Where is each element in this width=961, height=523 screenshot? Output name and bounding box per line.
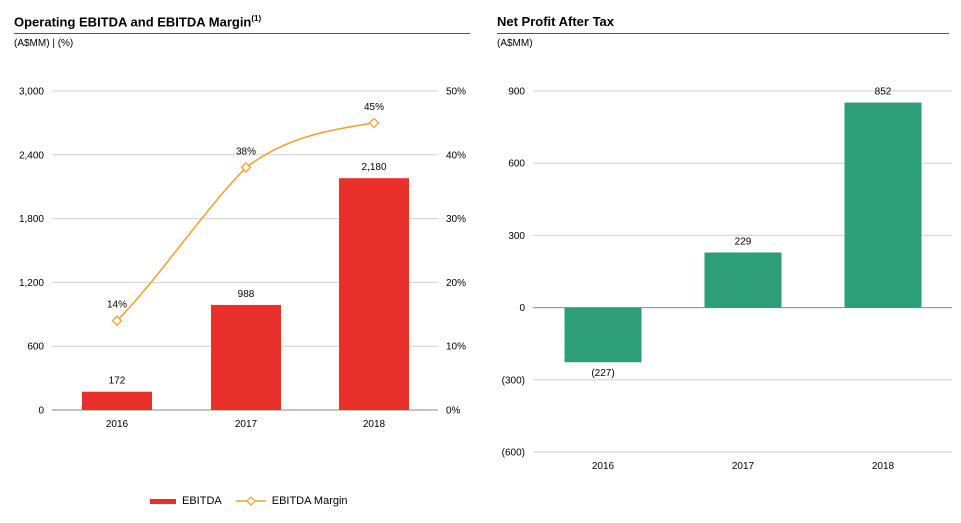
ebitda-data-label: 988 bbox=[238, 289, 255, 300]
ebitda-xtick-label: 2018 bbox=[363, 419, 386, 430]
ebitda-data-label: 2,180 bbox=[361, 162, 386, 173]
ebitda-chart-subtitle: (A$MM) | (%) bbox=[14, 38, 74, 49]
ebitda-ytick-label: 2,400 bbox=[19, 150, 44, 161]
margin-ytick-label: 40% bbox=[446, 150, 466, 161]
ebitda-ytick-label: 1,200 bbox=[19, 278, 44, 289]
ebitda-bar bbox=[339, 178, 409, 410]
ebitda-xtick-label: 2017 bbox=[235, 419, 258, 430]
legend-swatch-ebitda bbox=[150, 498, 176, 504]
npat-data-label: 852 bbox=[875, 87, 892, 98]
margin-ytick-label: 20% bbox=[446, 278, 466, 289]
ebitda-chart-title: Operating EBITDA and EBITDA Margin(1) bbox=[14, 14, 261, 29]
npat-ytick-label: (600) bbox=[502, 448, 525, 459]
margin-marker bbox=[368, 117, 380, 129]
npat-ytick-label: 300 bbox=[508, 231, 525, 242]
ebitda-bar bbox=[82, 391, 152, 410]
legend-label-ebitda: EBITDA bbox=[182, 495, 222, 507]
npat-bar bbox=[844, 102, 922, 308]
margin-marker bbox=[240, 162, 252, 173]
ebitda-data-label: 172 bbox=[109, 376, 126, 387]
npat-chart-subtitle: (A$MM) bbox=[497, 38, 533, 49]
ebitda-xtick-label: 2016 bbox=[106, 419, 129, 430]
npat-ytick-label: 0 bbox=[519, 303, 525, 314]
ebitda-legend: EBITDA EBITDA Margin bbox=[150, 495, 362, 507]
npat-chart-title: Net Profit After Tax bbox=[497, 14, 615, 29]
margin-line bbox=[116, 122, 375, 322]
ebitda-title-footnote: (1) bbox=[251, 14, 262, 23]
ebitda-ytick-label: 3,000 bbox=[19, 87, 44, 98]
legend-item-margin: EBITDA Margin bbox=[235, 495, 348, 507]
npat-bar bbox=[704, 252, 782, 308]
npat-xtick-label: 2018 bbox=[872, 461, 895, 472]
npat-xtick-label: 2017 bbox=[732, 461, 755, 472]
ebitda-ytick-label: 600 bbox=[27, 342, 44, 353]
npat-data-label: (227) bbox=[591, 368, 614, 379]
ebitda-ytick-label: 1,800 bbox=[19, 214, 44, 225]
legend-swatch-margin bbox=[235, 496, 266, 506]
ebitda-bar bbox=[211, 304, 281, 410]
ebitda-title-rule bbox=[14, 33, 470, 34]
margin-ytick-label: 50% bbox=[446, 87, 466, 98]
ebitda-ytick-label: 0 bbox=[38, 406, 44, 417]
npat-title-rule bbox=[497, 33, 949, 34]
margin-ytick-label: 30% bbox=[446, 214, 466, 225]
margin-ytick-label: 10% bbox=[446, 342, 466, 353]
margin-marker bbox=[111, 315, 123, 327]
legend-label-margin: EBITDA Margin bbox=[271, 495, 348, 507]
margin-data-label: 45% bbox=[364, 102, 384, 113]
npat-ytick-label: 600 bbox=[508, 159, 525, 170]
ebitda-chart-title-text: Operating EBITDA and EBITDA Margin bbox=[14, 14, 252, 30]
npat-bar bbox=[564, 307, 642, 363]
npat-ytick-label: (300) bbox=[502, 375, 525, 386]
margin-data-label: 38% bbox=[236, 147, 256, 158]
margin-ytick-label: 0% bbox=[446, 406, 461, 417]
npat-ytick-label: 900 bbox=[508, 87, 525, 98]
npat-xtick-label: 2016 bbox=[592, 461, 615, 472]
legend-item-ebitda: EBITDA bbox=[150, 495, 222, 507]
npat-data-label: 229 bbox=[735, 236, 752, 247]
margin-data-label: 14% bbox=[107, 300, 127, 311]
